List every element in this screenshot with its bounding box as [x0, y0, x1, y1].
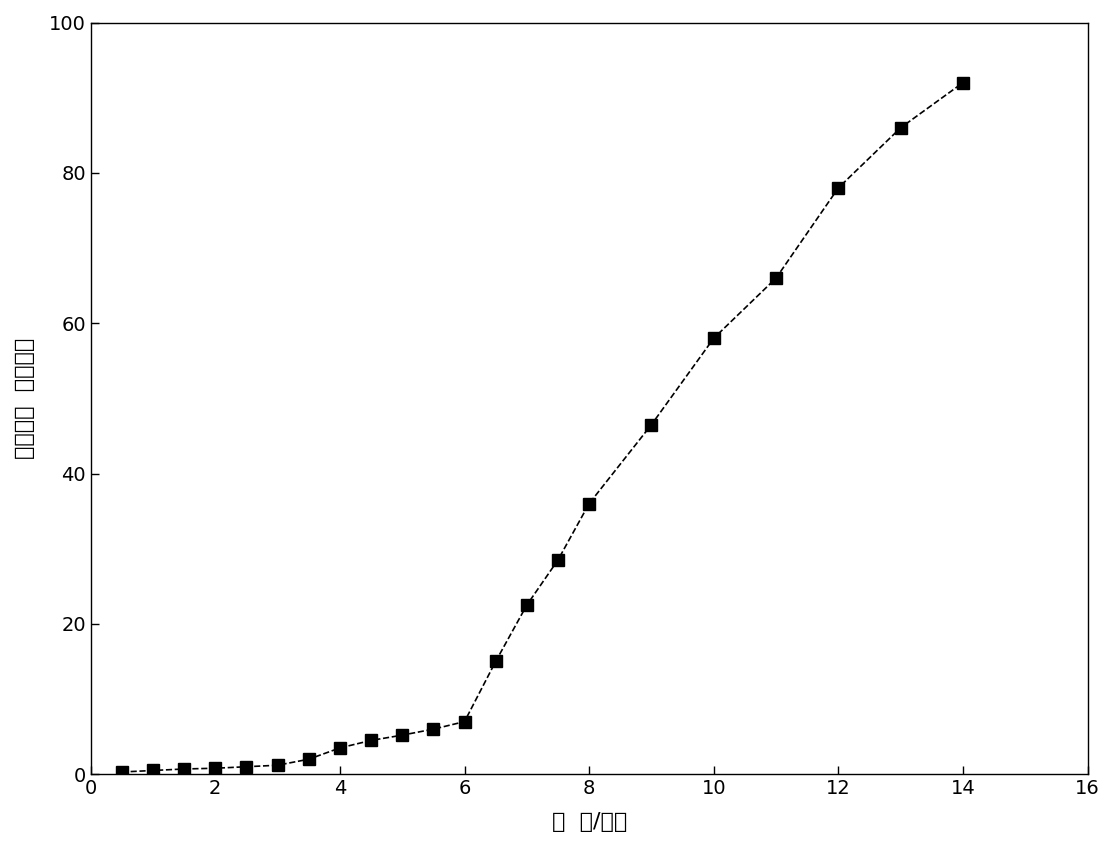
X-axis label: 时  间/小时: 时 间/小时 — [552, 812, 627, 832]
Y-axis label: 累积释放  率（％）: 累积释放 率（％） — [14, 338, 35, 459]
